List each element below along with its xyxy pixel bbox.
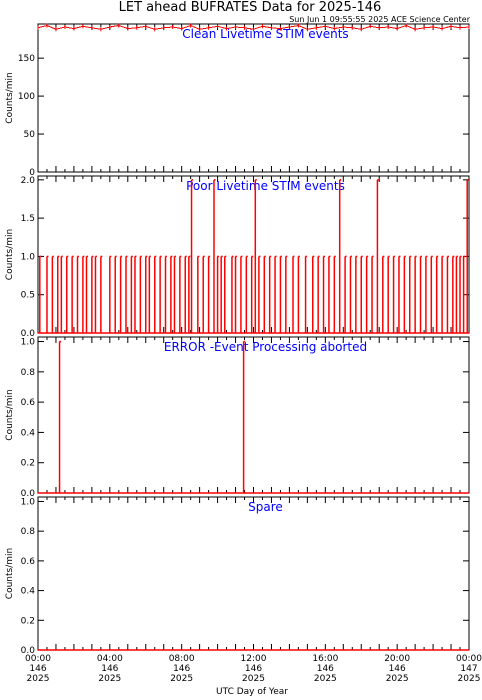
y-tick-label: 1.5 xyxy=(21,214,35,224)
x-tick-label: 2025 xyxy=(170,674,193,684)
x-axis: 00:00146202504:00146202508:00146202512:0… xyxy=(25,654,482,684)
x-tick-label: 00:00 xyxy=(25,654,51,664)
x-tick-label: 146 xyxy=(101,664,118,674)
y-tick-label: 0.6 xyxy=(21,398,36,408)
y-tick-label: 50 xyxy=(24,130,36,140)
y-axis-label: Counts/min xyxy=(5,548,15,599)
y-tick-label: 1.0 xyxy=(21,497,36,507)
y-tick-label: 0 xyxy=(29,168,35,178)
x-tick-label: 2025 xyxy=(242,674,265,684)
x-tick-label: 146 xyxy=(389,664,406,674)
x-tick-label: 2025 xyxy=(27,674,50,684)
x-tick-label: 2025 xyxy=(386,674,409,684)
y-tick-label: 1.0 xyxy=(21,338,36,348)
x-tick-label: 146 xyxy=(317,664,334,674)
panel-3: 0.0 0.2 0.4 0.6 0.8 1.0 Counts/min ERROR -Event… xyxy=(5,336,470,499)
y-axis-label: Counts/min xyxy=(5,389,15,440)
y-tick-label: 0.2 xyxy=(21,616,35,626)
y-tick-label: 0.0 xyxy=(21,489,36,499)
panel-2: 0.0 0.5 1.0 1.5 2.0 Counts/min Poor Livetime S… xyxy=(5,175,470,339)
y-tick-label: 150 xyxy=(18,54,35,64)
x-axis-label: UTC Day of Year xyxy=(216,687,288,697)
x-tick-label: 2025 xyxy=(314,674,337,684)
y-axis-label: Counts/min xyxy=(5,72,15,123)
y-tick-label: 0.4 xyxy=(21,587,36,597)
x-tick-label: 20:00 xyxy=(384,654,410,664)
y-tick-label: 0.5 xyxy=(21,291,35,301)
y-axis-label: Counts/min xyxy=(5,229,15,280)
x-tick-label: 146 xyxy=(245,664,262,674)
y-tick-label: 0.2 xyxy=(21,459,35,469)
x-tick-label: 04:00 xyxy=(97,654,123,664)
x-tick-label: 16:00 xyxy=(312,654,338,664)
panel-title: ERROR -Event Processing aborted xyxy=(164,340,367,354)
y-tick-label: 0.0 xyxy=(21,646,36,656)
plot-frame xyxy=(37,23,470,173)
panel-title: Clean Livetime STIM events xyxy=(182,27,348,41)
plot-frame xyxy=(37,496,470,651)
y-tick-label: 0.4 xyxy=(21,428,36,438)
x-tick-label: 12:00 xyxy=(241,654,267,664)
x-tick-label: 08:00 xyxy=(169,654,195,664)
y-tick-label: 2.0 xyxy=(21,176,36,186)
panel-4: 0.0 0.2 0.4 0.6 0.8 1.0 Counts/min Spare xyxy=(5,496,470,656)
y-tick-label: 0.8 xyxy=(21,527,36,537)
x-tick-label: 2025 xyxy=(458,674,481,684)
panel-title: Spare xyxy=(248,500,283,514)
y-tick-label: 0.8 xyxy=(21,368,36,378)
plot-frame xyxy=(37,336,470,494)
x-tick-label: 147 xyxy=(460,664,477,674)
figure-title: LET ahead BUFRATES Data for 2025-146 xyxy=(119,0,382,15)
y-tick-label: 0.0 xyxy=(21,329,36,339)
x-tick-label: 146 xyxy=(173,664,190,674)
y-tick-label: 0.6 xyxy=(21,557,36,567)
x-tick-label: 00:00 xyxy=(456,654,482,664)
x-tick-label: 146 xyxy=(29,664,46,674)
y-tick-label: 100 xyxy=(18,92,35,102)
panel-title: Poor Livetime STIM events xyxy=(186,179,345,193)
y-tick-label: 1.0 xyxy=(21,252,36,262)
x-tick-label: 2025 xyxy=(98,674,121,684)
timestamp: Sun Jun 1 09:55:55 2025 ACE Science Cent… xyxy=(289,15,471,24)
